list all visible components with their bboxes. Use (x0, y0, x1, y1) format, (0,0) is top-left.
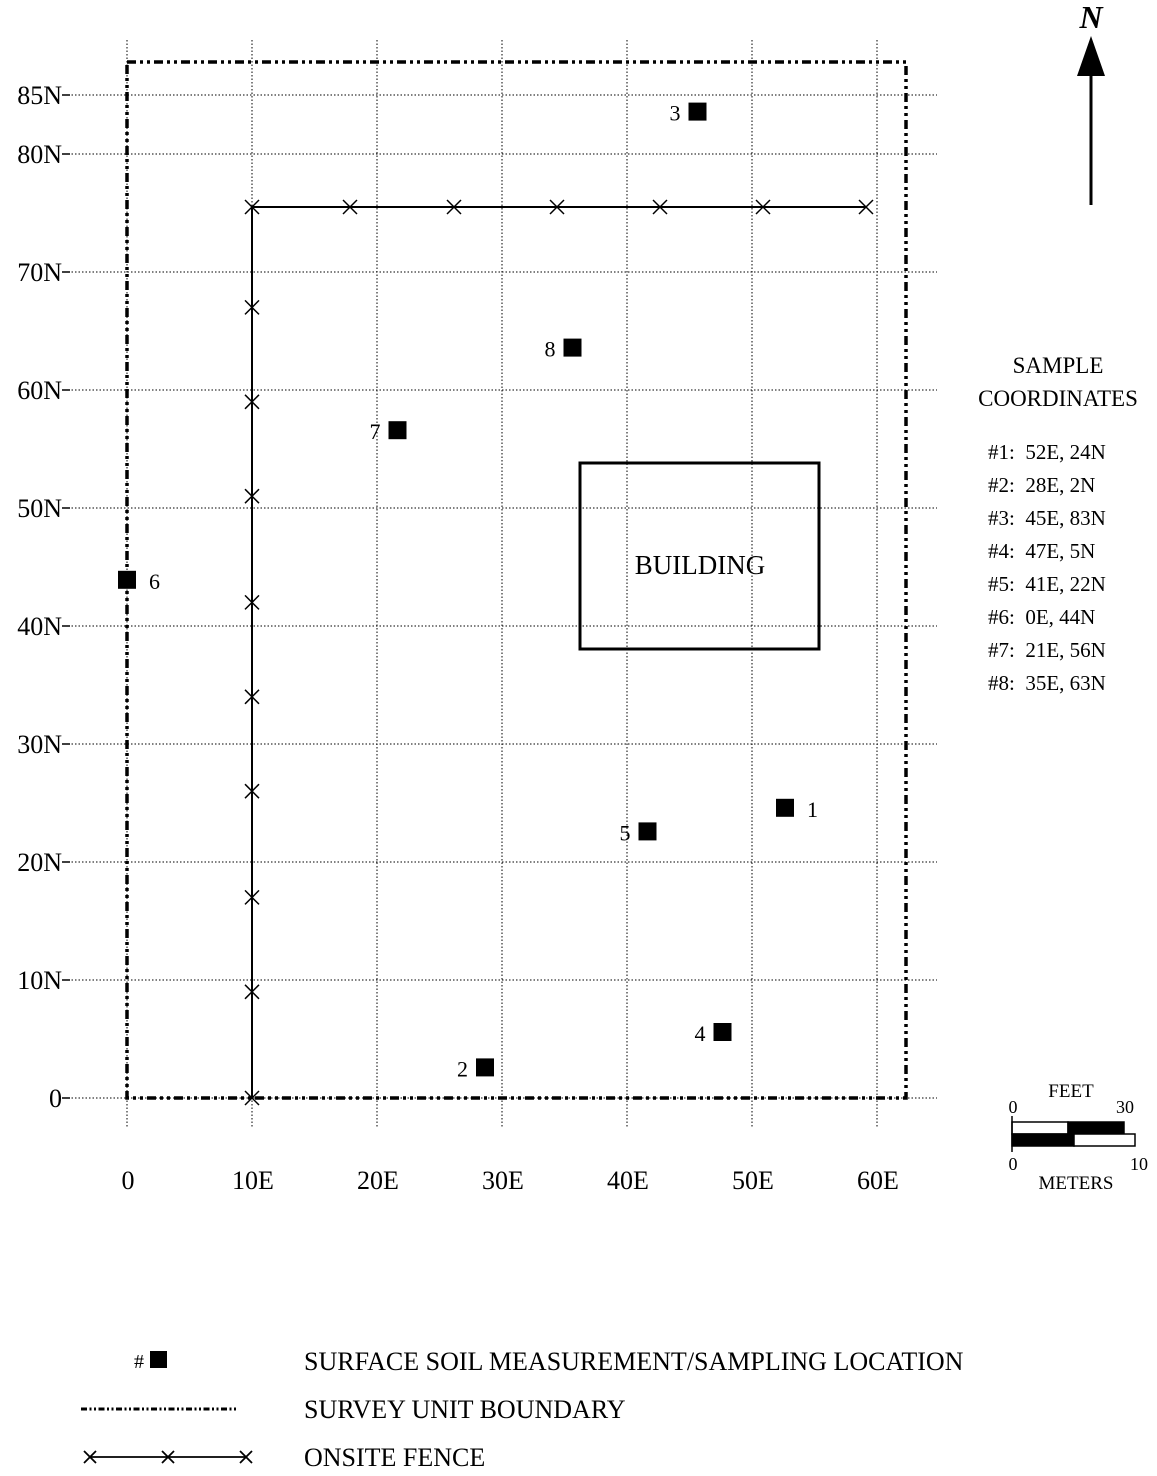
legend-sample-prefix: # (134, 1351, 144, 1373)
north-arrow: N (1077, 0, 1105, 205)
scale-meters-min: 0 (1009, 1154, 1018, 1174)
survey-unit-boundary (125, 60, 908, 1100)
onsite-fence (244, 199, 874, 1106)
sample-label-4: 4 (695, 1021, 706, 1046)
coordinates-title-line2: COORDINATES (978, 386, 1138, 411)
sample-marker-5 (638, 822, 657, 841)
y-tick-label: 80N (17, 140, 62, 169)
building-label: BUILDING (635, 550, 765, 580)
scale-feet-label: FEET (1048, 1081, 1094, 1102)
x-axis-labels: 0 10E 20E 30E 40E 50E 60E (122, 1166, 899, 1195)
x-tick-label: 50E (732, 1166, 774, 1195)
x-tick-label: 0 (122, 1166, 135, 1195)
sample-locations: 1 2 3 4 5 6 7 8 (118, 101, 818, 1081)
sample-label-3: 3 (670, 101, 681, 126)
y-tick-label: 85N (17, 81, 62, 110)
sample-label-1: 1 (807, 797, 818, 822)
sample-label-8: 8 (545, 337, 556, 362)
x-tick-label: 60E (857, 1166, 899, 1195)
coordinate-entry: #2: 28E, 2N (988, 473, 1095, 497)
scale-meters-label: METERS (1039, 1173, 1114, 1194)
coordinate-entry: #6: 0E, 44N (988, 605, 1095, 629)
scale-meters-max: 10 (1130, 1154, 1148, 1174)
legend-onsite-fence: ONSITE FENCE (304, 1443, 485, 1472)
sample-marker-4 (713, 1023, 732, 1041)
coordinates-title-line1: SAMPLE (1013, 353, 1104, 378)
sample-coordinates-panel: SAMPLE COORDINATES #1: 52E, 24N #2: 28E, … (978, 353, 1138, 695)
sample-marker-6 (118, 570, 136, 589)
coordinate-entry: #7: 21E, 56N (988, 638, 1106, 662)
y-tick-label: 40N (17, 612, 62, 641)
coordinate-entry: #1: 52E, 24N (988, 440, 1106, 464)
y-tick-label: 70N (17, 258, 62, 287)
legend: # SURFACE SOIL MEASUREMENT/SAMPLING LOCA… (81, 1347, 964, 1472)
north-arrow-label: N (1078, 0, 1104, 35)
sample-marker-3 (688, 102, 707, 121)
y-tick-label: 0 (49, 1084, 62, 1113)
coordinate-entry: #5: 41E, 22N (988, 572, 1106, 596)
y-tick-label: 30N (17, 730, 62, 759)
y-tick-label: 10N (17, 966, 62, 995)
coordinate-entry: #8: 35E, 63N (988, 671, 1106, 695)
sample-marker-2 (476, 1058, 494, 1077)
legend-sample-symbol (150, 1351, 167, 1368)
coordinate-entry: #4: 47E, 5N (988, 539, 1095, 563)
sample-label-2: 2 (457, 1056, 468, 1081)
legend-sample-location: SURFACE SOIL MEASUREMENT/SAMPLING LOCATI… (304, 1347, 964, 1376)
y-tick-label: 20N (17, 848, 62, 877)
x-tick-label: 40E (607, 1166, 649, 1195)
y-tick-label: 60N (17, 376, 62, 405)
legend-fence-symbol (83, 1450, 253, 1464)
sample-marker-1 (776, 798, 794, 817)
scale-feet-max: 30 (1116, 1097, 1134, 1117)
x-tick-label: 30E (482, 1166, 524, 1195)
coordinate-entry: #3: 45E, 83N (988, 506, 1106, 530)
y-tick-label: 50N (17, 494, 62, 523)
building-outline (578, 461, 821, 651)
sample-label-7: 7 (370, 419, 381, 444)
y-axis-labels: 85N 80N 70N 60N 50N 40N 30N 20N 10N 0 (17, 81, 70, 1113)
legend-survey-boundary: SURVEY UNIT BOUNDARY (304, 1395, 626, 1424)
scale-feet-min: 0 (1009, 1097, 1018, 1117)
sample-label-6: 6 (149, 569, 160, 594)
x-tick-label: 10E (232, 1166, 274, 1195)
sample-marker-8 (563, 338, 582, 357)
sample-marker-7 (388, 421, 407, 440)
sample-label-5: 5 (620, 820, 631, 845)
coordinate-grid (68, 40, 937, 1128)
x-tick-label: 20E (357, 1166, 399, 1195)
scale-bar: FEET 0 30 0 METERS 10 (1009, 1081, 1149, 1194)
